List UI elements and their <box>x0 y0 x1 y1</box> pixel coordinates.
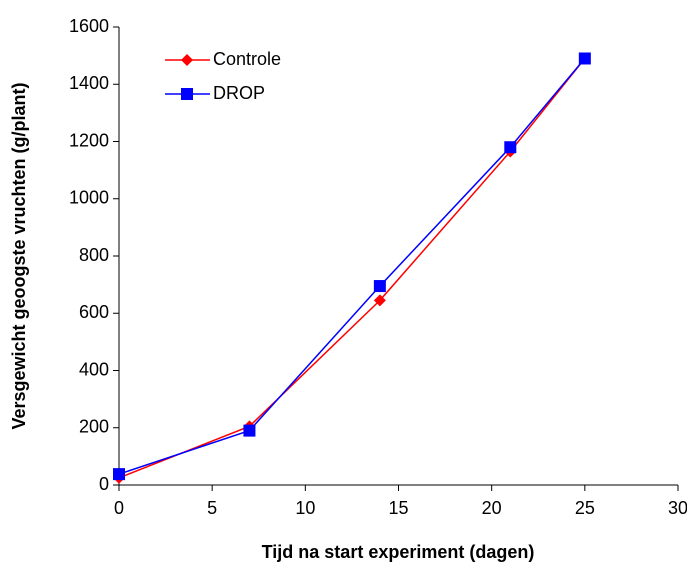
y-axis-label: Versgewicht geoogste vruchten (g/plant) <box>9 82 29 429</box>
legend-label: Controle <box>213 49 281 69</box>
legend-label: DROP <box>213 83 265 103</box>
x-tick-label: 20 <box>482 498 502 518</box>
marker <box>373 294 386 307</box>
y-tick-label: 1000 <box>69 188 109 208</box>
x-tick-label: 0 <box>114 498 124 518</box>
x-tick-label: 15 <box>388 498 408 518</box>
y-tick-label: 800 <box>79 245 109 265</box>
y-tick-label: 200 <box>79 417 109 437</box>
marker <box>113 468 125 481</box>
marker <box>578 52 591 65</box>
y-tick-label: 600 <box>79 302 109 322</box>
x-tick-label: 30 <box>668 498 687 518</box>
x-tick-label: 10 <box>295 498 315 518</box>
data-line <box>118 58 586 475</box>
x-tick-label: 5 <box>207 498 217 518</box>
marker <box>243 424 256 437</box>
x-axis-label: Tijd na start experiment (dagen) <box>262 542 535 562</box>
legend-marker <box>181 54 193 66</box>
y-tick-label: 1600 <box>69 16 109 36</box>
marker <box>373 280 386 293</box>
data-line <box>118 58 586 479</box>
y-tick-label: 0 <box>99 474 109 494</box>
x-tick-label: 25 <box>575 498 595 518</box>
y-tick-label: 400 <box>79 359 109 379</box>
marker <box>504 141 517 154</box>
y-tick-label: 1200 <box>69 130 109 150</box>
y-tick-label: 1400 <box>69 73 109 93</box>
legend-marker <box>181 88 193 100</box>
